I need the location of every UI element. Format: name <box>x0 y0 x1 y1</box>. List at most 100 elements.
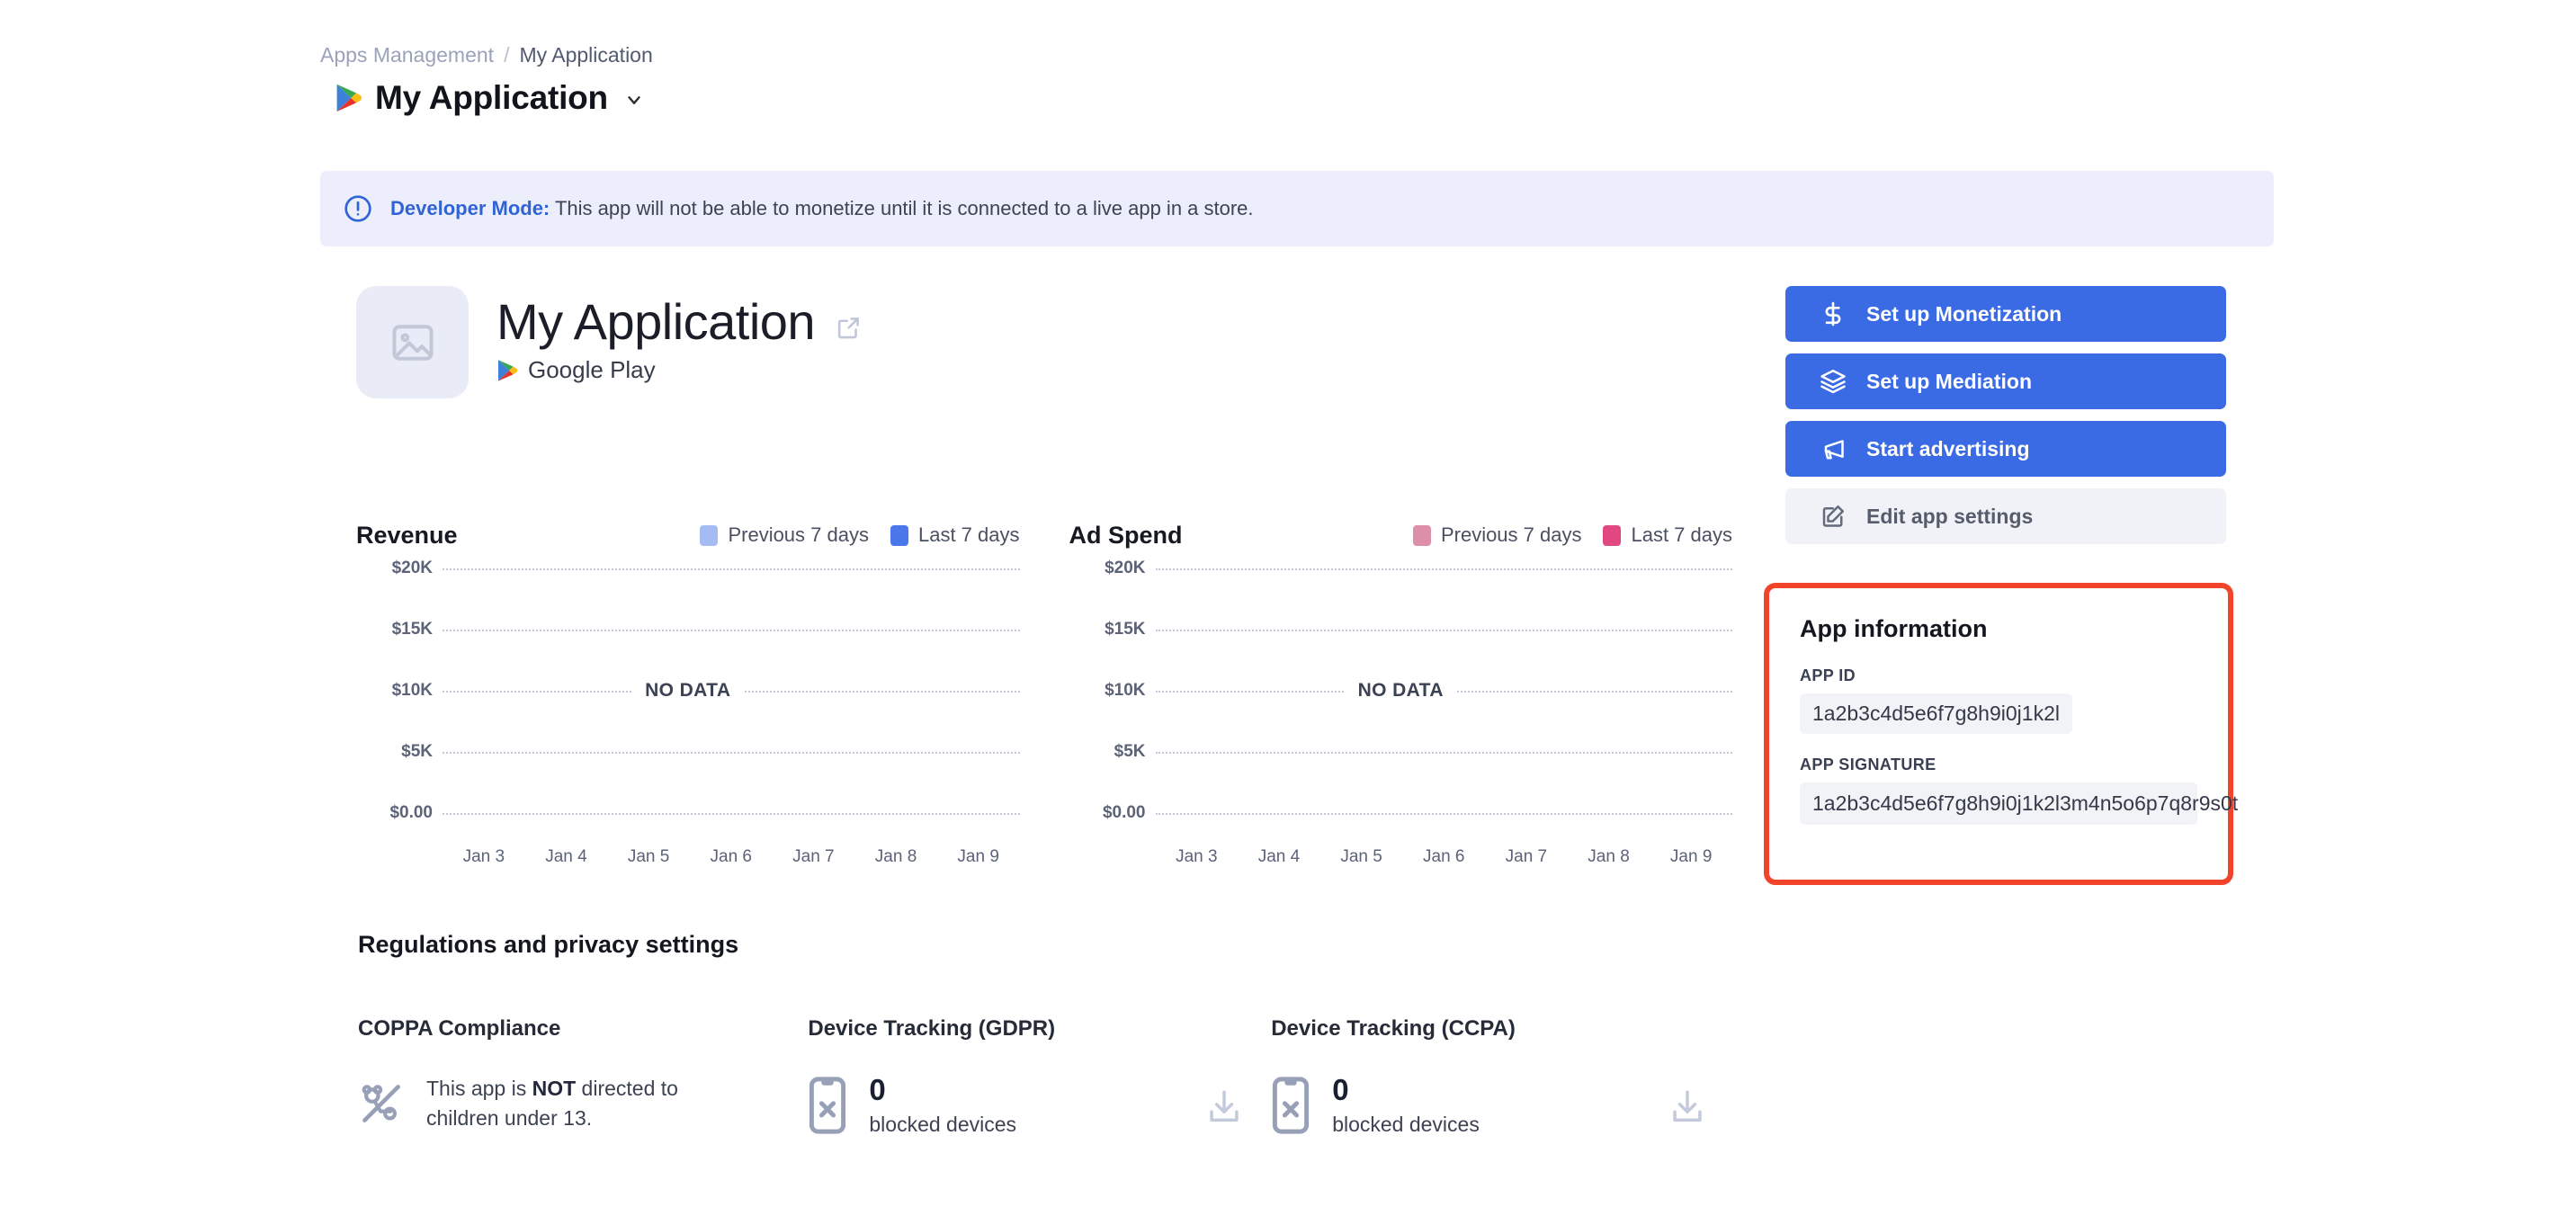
x-tick-label: Jan 4 <box>545 847 587 866</box>
x-tick-label: Jan 7 <box>1505 847 1548 866</box>
button-label: Start advertising <box>1866 436 2030 460</box>
app-id-value[interactable]: 1a2b3c4d5e6f7g8h9i0j1k2l <box>1800 693 2072 734</box>
y-tick-label: $5K <box>1114 741 1146 761</box>
breadcrumb: Apps Management / My Application <box>320 43 653 67</box>
gdpr-blocked-label: blocked devices <box>869 1112 1017 1136</box>
gdpr-download-button[interactable] <box>1204 1086 1244 1126</box>
download-icon <box>1668 1086 1707 1126</box>
coppa-text: This app is NOT directed to children und… <box>426 1074 723 1132</box>
app-store-name: Google Play <box>528 356 656 384</box>
x-tick-label: Jan 6 <box>710 847 752 866</box>
layers-icon <box>1820 368 1847 395</box>
action-buttons: Set up Monetization Set up Mediation Sta… <box>1785 286 2226 544</box>
set-up-monetization-button[interactable]: Set up Monetization <box>1785 286 2226 342</box>
set-up-mediation-button[interactable]: Set up Mediation <box>1785 353 2226 409</box>
edit-square-icon <box>1820 503 1847 530</box>
ccpa-blocked-label: blocked devices <box>1332 1112 1480 1136</box>
legend-label: Previous 7 days <box>1440 523 1582 546</box>
button-label: Edit app settings <box>1866 504 2034 528</box>
x-tick-label: Jan 8 <box>1588 847 1630 866</box>
chart-legend: Previous 7 days Last 7 days <box>1412 523 1732 547</box>
page-title: My Application <box>375 79 608 116</box>
legend-swatch <box>700 524 719 546</box>
edit-app-settings-button[interactable]: Edit app settings <box>1785 488 2226 544</box>
x-tick-label: Jan 7 <box>792 847 835 866</box>
gridline <box>1155 629 1732 631</box>
y-tick-label: $20K <box>1105 558 1146 577</box>
ccpa-blocked-count: 0 <box>1332 1073 1349 1107</box>
page-title-row[interactable]: My Application <box>335 79 644 117</box>
dollar-icon <box>1820 300 1847 327</box>
legend-item[interactable]: Last 7 days <box>1603 523 1732 547</box>
coppa-heading: COPPA Compliance <box>358 1016 561 1041</box>
coppa-compliance-card: COPPA Compliance This app is NOT directe… <box>358 1016 808 1137</box>
y-tick-label: $10K <box>391 680 433 700</box>
x-tick-label: Jan 9 <box>1669 847 1713 866</box>
app-information-title: App information <box>1800 615 1988 642</box>
legend-label: Last 7 days <box>917 523 1020 546</box>
phone-blocked-icon <box>1271 1074 1310 1137</box>
y-tick-label: $20K <box>391 558 433 577</box>
app-information-highlight: App information APP ID 1a2b3c4d5e6f7g8h9… <box>1764 583 2238 885</box>
x-tick-label: Jan 4 <box>1257 847 1301 866</box>
gridline <box>1155 751 1732 754</box>
legend-item[interactable]: Last 7 days <box>890 523 1020 547</box>
y-tick-label: $10K <box>1105 680 1146 700</box>
app-signature-value[interactable]: 1a2b3c4d5e6f7g8h9i0j1k2l3m4n5o6p7q8r9s0t <box>1800 782 2238 826</box>
start-advertising-button[interactable]: Start advertising <box>1785 421 2226 477</box>
x-tick-label: Jan 6 <box>1423 847 1465 866</box>
chart-empty-state: NO DATA <box>632 680 744 702</box>
gdpr-blocked-count: 0 <box>869 1073 886 1107</box>
chart-plot-area: $20K $15K $10K $5K $0.00 NO DATA Jan 3 J… <box>1069 559 1732 866</box>
chart-header: Revenue Previous 7 days Last 7 days <box>356 520 1020 550</box>
x-tick-label: Jan 5 <box>627 847 670 866</box>
button-label: Set up Monetization <box>1866 301 2062 326</box>
app-header: My Application <box>356 286 863 398</box>
coppa-text-pre: This app is <box>426 1077 532 1100</box>
phone-blocked-icon <box>808 1074 847 1137</box>
coppa-text-post: directed to children under 13. <box>426 1077 678 1130</box>
coppa-text-strong: NOT <box>532 1077 577 1100</box>
y-tick-label: $15K <box>391 619 433 639</box>
banner-message: This app will not be able to monetize un… <box>550 197 1254 219</box>
app-thumbnail <box>356 286 469 398</box>
chart-header: Ad Spend Previous 7 days Last 7 days <box>1069 520 1733 550</box>
revenue-chart: Revenue Previous 7 days Last 7 days $20K… <box>356 520 1020 866</box>
breadcrumb-separator: / <box>504 43 510 67</box>
y-tick-label: $0.00 <box>1102 802 1146 822</box>
banner-text: Developer Mode: This app will not be abl… <box>390 197 1254 220</box>
google-play-icon <box>496 359 518 382</box>
x-tick-label: Jan 3 <box>1176 847 1218 866</box>
app-name: My Application <box>496 293 816 350</box>
legend-item[interactable]: Previous 7 days <box>1412 523 1582 547</box>
legend-label: Previous 7 days <box>728 523 869 546</box>
y-tick-label: $15K <box>1105 619 1146 639</box>
image-placeholder-icon <box>388 317 438 368</box>
chart-title: Revenue <box>356 521 458 549</box>
x-tick-label: Jan 3 <box>462 847 505 866</box>
chart-empty-state: NO DATA <box>1345 680 1456 702</box>
gridline <box>443 629 1020 631</box>
gridline <box>443 812 1020 815</box>
breadcrumb-current: My Application <box>519 43 653 67</box>
gridline <box>1155 568 1732 570</box>
developer-mode-banner: Developer Mode: This app will not be abl… <box>320 171 2274 246</box>
legend-swatch <box>1603 524 1622 546</box>
ad-spend-chart: Ad Spend Previous 7 days Last 7 days $20… <box>1069 520 1733 866</box>
chevron-down-icon[interactable] <box>621 86 644 110</box>
alert-circle-icon <box>343 193 373 224</box>
ccpa-download-button[interactable] <box>1668 1086 1707 1126</box>
no-children-icon <box>358 1080 405 1127</box>
x-axis: Jan 3 Jan 4 Jan 5 Jan 6 Jan 7 Jan 8 Jan … <box>443 847 1020 867</box>
button-label: Set up Mediation <box>1866 369 2032 393</box>
charts-row: Revenue Previous 7 days Last 7 days $20K… <box>356 520 1733 866</box>
app-signature-label: APP SIGNATURE <box>1800 755 1936 773</box>
chart-legend: Previous 7 days Last 7 days <box>700 523 1020 547</box>
download-icon <box>1204 1086 1244 1126</box>
megaphone-icon <box>1820 435 1847 462</box>
external-link-icon[interactable] <box>835 303 863 342</box>
regulations-grid: COPPA Compliance This app is NOT directe… <box>358 1016 1734 1137</box>
app-information-card: App information APP ID 1a2b3c4d5e6f7g8h9… <box>1773 592 2238 876</box>
legend-item[interactable]: Previous 7 days <box>700 523 869 547</box>
breadcrumb-link-apps-management[interactable]: Apps Management <box>320 43 495 67</box>
